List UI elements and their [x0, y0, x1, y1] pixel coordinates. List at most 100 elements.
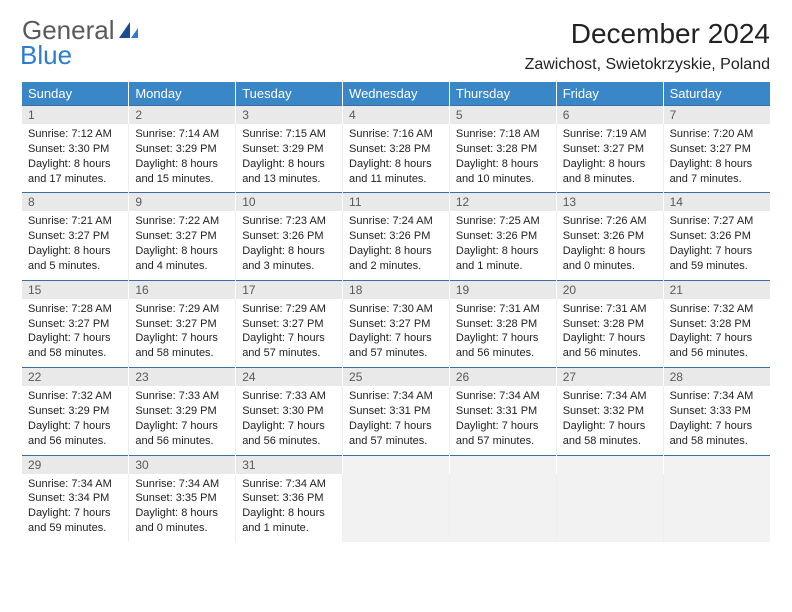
- day-number: 5: [449, 106, 556, 125]
- day-line: Sunset: 3:29 PM: [135, 404, 229, 419]
- day-line: Daylight: 8 hours: [563, 157, 657, 172]
- day-number: 6: [556, 106, 663, 125]
- day-line: Sunrise: 7:34 AM: [135, 477, 229, 492]
- day-content-row: Sunrise: 7:12 AMSunset: 3:30 PMDaylight:…: [22, 124, 770, 193]
- day-number: 25: [343, 368, 450, 387]
- day-cell: Sunrise: 7:21 AMSunset: 3:27 PMDaylight:…: [22, 211, 129, 280]
- day-line: and 0 minutes.: [135, 521, 229, 536]
- day-number: 2: [129, 106, 236, 125]
- day-number-row: 1234567: [22, 106, 770, 125]
- day-line: and 5 minutes.: [28, 259, 122, 274]
- day-cell: Sunrise: 7:16 AMSunset: 3:28 PMDaylight:…: [343, 124, 450, 193]
- day-line: and 8 minutes.: [563, 172, 657, 187]
- day-line: and 57 minutes.: [349, 434, 443, 449]
- day-line: Sunrise: 7:31 AM: [456, 302, 550, 317]
- day-line: and 17 minutes.: [28, 172, 122, 187]
- day-line: Sunset: 3:29 PM: [135, 142, 229, 157]
- day-cell: Sunrise: 7:29 AMSunset: 3:27 PMDaylight:…: [236, 299, 343, 368]
- day-line: and 0 minutes.: [563, 259, 657, 274]
- day-cell: Sunrise: 7:31 AMSunset: 3:28 PMDaylight:…: [449, 299, 556, 368]
- day-line: Daylight: 8 hours: [242, 157, 336, 172]
- day-number: 22: [22, 368, 129, 387]
- day-line: Sunrise: 7:24 AM: [349, 214, 443, 229]
- day-line: Daylight: 7 hours: [670, 331, 764, 346]
- day-cell: Sunrise: 7:32 AMSunset: 3:28 PMDaylight:…: [663, 299, 770, 368]
- day-line: Sunset: 3:27 PM: [563, 142, 657, 157]
- day-cell: Sunrise: 7:31 AMSunset: 3:28 PMDaylight:…: [556, 299, 663, 368]
- day-line: Sunset: 3:31 PM: [456, 404, 550, 419]
- day-number: 29: [22, 455, 129, 474]
- day-line: Daylight: 8 hours: [563, 244, 657, 259]
- day-number: 24: [236, 368, 343, 387]
- day-cell: Sunrise: 7:30 AMSunset: 3:27 PMDaylight:…: [343, 299, 450, 368]
- day-line: and 10 minutes.: [456, 172, 550, 187]
- day-line: Sunrise: 7:32 AM: [28, 389, 122, 404]
- day-line: Sunset: 3:27 PM: [135, 317, 229, 332]
- day-cell: Sunrise: 7:34 AMSunset: 3:35 PMDaylight:…: [129, 474, 236, 542]
- day-line: and 4 minutes.: [135, 259, 229, 274]
- day-line: Daylight: 8 hours: [135, 244, 229, 259]
- day-header-row: Sunday Monday Tuesday Wednesday Thursday…: [22, 82, 770, 106]
- day-line: Sunset: 3:27 PM: [135, 229, 229, 244]
- day-line: and 57 minutes.: [456, 434, 550, 449]
- day-line: Sunset: 3:26 PM: [349, 229, 443, 244]
- day-number-row: 22232425262728: [22, 368, 770, 387]
- day-line: Sunrise: 7:34 AM: [242, 477, 336, 492]
- day-cell: Sunrise: 7:19 AMSunset: 3:27 PMDaylight:…: [556, 124, 663, 193]
- day-cell: [556, 474, 663, 542]
- day-cell: Sunrise: 7:33 AMSunset: 3:30 PMDaylight:…: [236, 386, 343, 455]
- day-line: Sunset: 3:34 PM: [28, 491, 122, 506]
- day-line: Sunset: 3:26 PM: [670, 229, 764, 244]
- day-line: Sunrise: 7:34 AM: [563, 389, 657, 404]
- day-number: 16: [129, 280, 236, 299]
- day-line: Sunrise: 7:14 AM: [135, 127, 229, 142]
- day-cell: Sunrise: 7:28 AMSunset: 3:27 PMDaylight:…: [22, 299, 129, 368]
- day-line: Daylight: 7 hours: [456, 331, 550, 346]
- day-cell: Sunrise: 7:24 AMSunset: 3:26 PMDaylight:…: [343, 211, 450, 280]
- day-line: and 56 minutes.: [670, 346, 764, 361]
- day-line: Sunset: 3:29 PM: [242, 142, 336, 157]
- day-line: Sunset: 3:28 PM: [670, 317, 764, 332]
- day-line: Daylight: 7 hours: [349, 331, 443, 346]
- day-number: 4: [343, 106, 450, 125]
- location: Zawichost, Swietokrzyskie, Poland: [525, 56, 770, 74]
- day-line: Sunset: 3:30 PM: [242, 404, 336, 419]
- day-cell: Sunrise: 7:22 AMSunset: 3:27 PMDaylight:…: [129, 211, 236, 280]
- day-number: 21: [663, 280, 770, 299]
- day-line: Sunset: 3:31 PM: [349, 404, 443, 419]
- day-line: Sunset: 3:26 PM: [456, 229, 550, 244]
- day-line: Daylight: 8 hours: [349, 157, 443, 172]
- day-line: Sunset: 3:29 PM: [28, 404, 122, 419]
- day-line: Sunset: 3:36 PM: [242, 491, 336, 506]
- day-line: and 58 minutes.: [28, 346, 122, 361]
- day-number: 11: [343, 193, 450, 212]
- day-line: Sunrise: 7:34 AM: [28, 477, 122, 492]
- day-line: and 15 minutes.: [135, 172, 229, 187]
- day-number: [556, 455, 663, 474]
- day-number: [343, 455, 450, 474]
- day-number: 10: [236, 193, 343, 212]
- day-number: 20: [556, 280, 663, 299]
- day-line: Sunrise: 7:18 AM: [456, 127, 550, 142]
- day-line: and 13 minutes.: [242, 172, 336, 187]
- day-line: Daylight: 8 hours: [456, 244, 550, 259]
- day-line: Sunset: 3:27 PM: [670, 142, 764, 157]
- day-cell: Sunrise: 7:34 AMSunset: 3:33 PMDaylight:…: [663, 386, 770, 455]
- day-number-row: 15161718192021: [22, 280, 770, 299]
- day-line: Daylight: 8 hours: [28, 244, 122, 259]
- day-line: and 56 minutes.: [242, 434, 336, 449]
- day-line: and 11 minutes.: [349, 172, 443, 187]
- day-line: Sunrise: 7:25 AM: [456, 214, 550, 229]
- title-block: December 2024 Zawichost, Swietokrzyskie,…: [525, 18, 770, 78]
- day-cell: Sunrise: 7:26 AMSunset: 3:26 PMDaylight:…: [556, 211, 663, 280]
- day-line: Daylight: 8 hours: [349, 244, 443, 259]
- day-cell: Sunrise: 7:12 AMSunset: 3:30 PMDaylight:…: [22, 124, 129, 193]
- day-line: and 2 minutes.: [349, 259, 443, 274]
- day-cell: Sunrise: 7:14 AMSunset: 3:29 PMDaylight:…: [129, 124, 236, 193]
- day-line: Sunrise: 7:28 AM: [28, 302, 122, 317]
- day-header: Wednesday: [343, 82, 450, 106]
- month-title: December 2024: [525, 18, 770, 50]
- day-line: Sunrise: 7:33 AM: [135, 389, 229, 404]
- day-cell: [663, 474, 770, 542]
- day-line: Sunset: 3:28 PM: [456, 317, 550, 332]
